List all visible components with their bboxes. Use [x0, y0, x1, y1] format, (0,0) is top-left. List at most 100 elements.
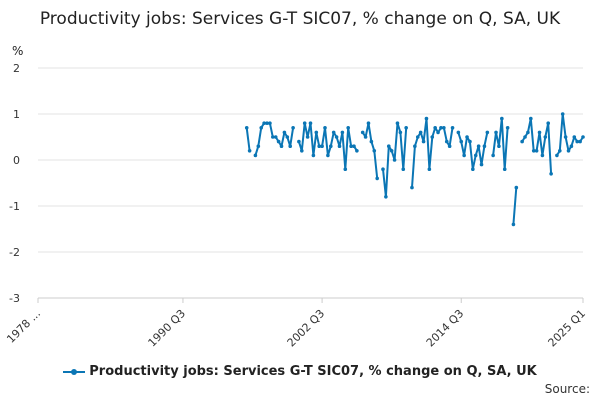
data-point — [479, 162, 484, 167]
data-point — [326, 153, 330, 158]
data-point — [410, 185, 414, 190]
data-point — [311, 153, 316, 158]
data-point — [468, 139, 472, 144]
chart-title: Productivity jobs: Services G-T SIC07, %… — [39, 9, 561, 29]
data-point — [485, 130, 490, 135]
y-axis-ticks: 2 1 0 -1 -2 -3 — [9, 62, 20, 305]
data-point — [531, 149, 536, 153]
legend[interactable]: Productivity jobs: Services G-T SIC07, %… — [0, 364, 600, 379]
x-tick-label: 2014 Q3 — [424, 307, 467, 350]
series-markers — [244, 112, 585, 227]
y-tick-label: 0 — [13, 154, 20, 167]
series-lines — [245, 113, 584, 225]
data-point — [421, 139, 426, 144]
data-point — [363, 135, 368, 139]
data-point — [384, 195, 388, 199]
data-point — [297, 139, 301, 144]
data-point — [360, 130, 365, 135]
data-point — [331, 130, 336, 135]
data-point — [334, 135, 339, 139]
data-point — [476, 144, 481, 148]
data-point — [253, 153, 258, 158]
data-point — [537, 130, 542, 135]
gridlines — [38, 67, 583, 299]
data-point — [320, 144, 324, 148]
data-point — [352, 144, 356, 148]
data-point — [271, 135, 275, 139]
data-point — [314, 130, 319, 135]
data-point — [256, 144, 261, 148]
data-point — [549, 172, 553, 176]
y-tick-label: 1 — [13, 108, 20, 121]
data-point — [427, 167, 432, 171]
data-point — [569, 144, 574, 148]
data-point — [578, 139, 582, 144]
data-point — [566, 149, 571, 153]
data-point — [340, 130, 345, 135]
data-point — [505, 126, 510, 130]
data-point — [471, 167, 475, 171]
data-point — [500, 116, 504, 121]
data-point — [349, 144, 353, 148]
data-point — [273, 135, 278, 139]
data-point — [447, 144, 452, 148]
x-tick-label: 1978 ... — [4, 307, 43, 346]
y-tick-label: -1 — [9, 200, 20, 213]
data-point — [572, 135, 577, 139]
data-point — [526, 130, 530, 135]
series-line-segment — [245, 127, 251, 151]
data-point — [346, 126, 350, 130]
data-point — [386, 144, 391, 148]
data-point — [563, 135, 568, 139]
data-point — [502, 167, 507, 171]
data-point — [282, 130, 287, 135]
data-point — [514, 185, 519, 190]
data-point — [494, 130, 498, 135]
y-tick-label: -2 — [9, 246, 20, 259]
data-point — [418, 130, 423, 135]
data-point — [366, 121, 371, 125]
data-point — [511, 222, 516, 227]
data-point — [305, 135, 310, 139]
legend-series-name: Productivity jobs: Services G-T SIC07, %… — [89, 364, 537, 379]
data-point — [259, 126, 264, 130]
data-point — [291, 126, 295, 130]
data-point — [520, 139, 524, 144]
data-point — [540, 153, 545, 158]
data-point — [560, 112, 565, 116]
data-point — [276, 139, 281, 144]
data-point — [558, 149, 562, 153]
data-point — [482, 144, 487, 148]
data-point — [369, 139, 374, 144]
data-point — [381, 167, 385, 171]
data-point — [543, 135, 548, 139]
data-point — [323, 126, 327, 130]
data-point — [279, 144, 284, 148]
data-point — [465, 135, 469, 139]
data-point — [300, 149, 304, 153]
data-point — [413, 144, 417, 148]
data-point — [372, 149, 377, 153]
series-line-segment — [492, 117, 509, 171]
data-point — [285, 135, 290, 139]
data-point — [442, 126, 446, 130]
data-point — [395, 121, 400, 125]
x-tick-label: 2025 Q1 — [546, 307, 589, 350]
series-line-segment — [521, 117, 553, 174]
data-point — [415, 135, 420, 139]
data-point — [433, 126, 437, 130]
data-point — [262, 121, 266, 125]
data-point — [337, 144, 342, 148]
data-point — [424, 116, 429, 121]
data-point — [355, 149, 359, 153]
y-axis-unit-label: % — [12, 44, 24, 58]
data-point — [523, 135, 527, 139]
data-point — [247, 149, 252, 153]
data-point — [473, 153, 478, 158]
data-point — [491, 153, 495, 158]
series-line-segment — [556, 113, 584, 156]
data-point — [265, 121, 269, 125]
data-point — [534, 149, 539, 153]
data-point — [456, 130, 461, 135]
